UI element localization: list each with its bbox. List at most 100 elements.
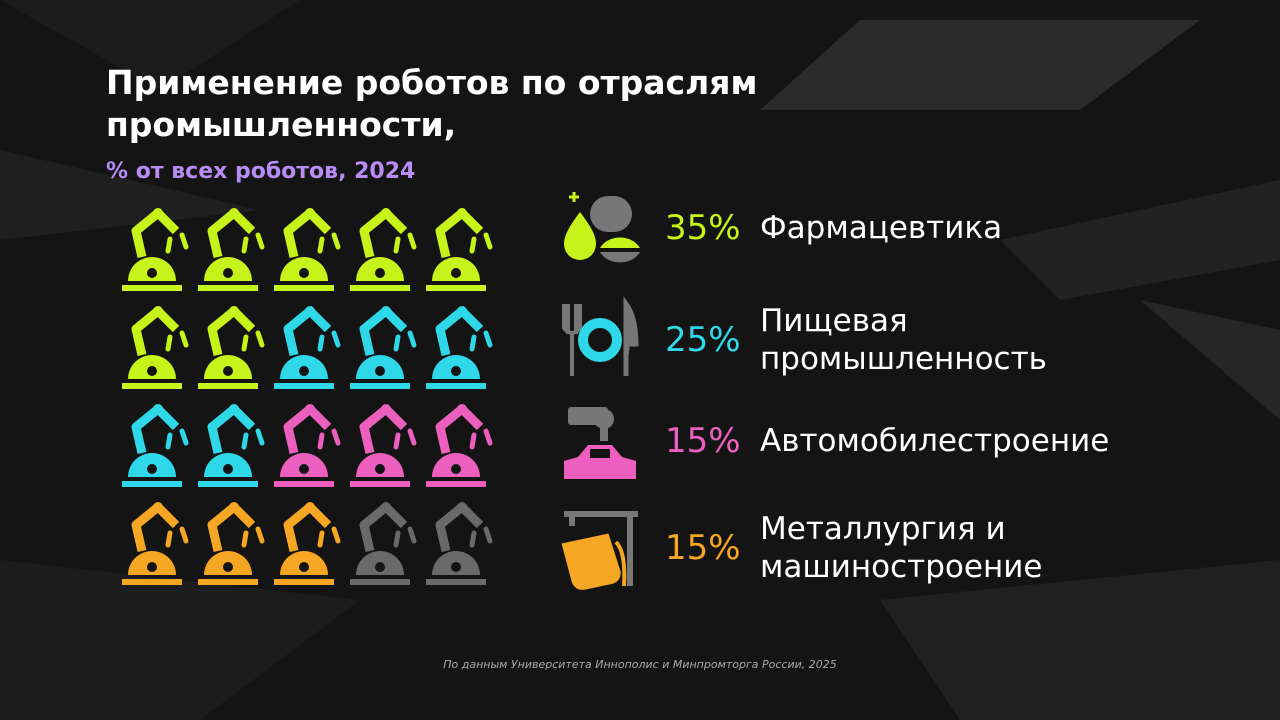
robot-dot [451, 464, 461, 474]
plus [569, 192, 579, 202]
robot-joint [153, 306, 163, 316]
robot-arm [131, 404, 180, 455]
robot-gripper [241, 526, 265, 548]
robot-dot [375, 562, 385, 572]
robot-gripper [165, 428, 189, 450]
robot-icon [122, 404, 189, 487]
robot-arm [207, 404, 256, 455]
robot-dot [147, 366, 157, 376]
robot-arm [359, 306, 408, 357]
robot-gripper [317, 232, 341, 254]
robot-dot [223, 366, 233, 376]
robot-base [122, 481, 182, 487]
robot-joint [153, 208, 163, 218]
pour [614, 540, 627, 587]
robot-icon [198, 208, 265, 291]
robot-arm [435, 208, 484, 259]
robot-base [122, 285, 182, 291]
robot-joint [305, 502, 315, 512]
gun-head [594, 409, 614, 429]
robot-arm [131, 306, 180, 357]
robot-gripper [469, 330, 493, 352]
robot-arm [283, 208, 332, 259]
robot-gripper [393, 428, 417, 450]
robot-gripper [393, 232, 417, 254]
robot-gripper [393, 330, 417, 352]
robot-gripper [241, 330, 265, 352]
robot-joint [381, 502, 391, 512]
robot-base [426, 579, 486, 585]
robot-dot [147, 562, 157, 572]
robot-joint [381, 404, 391, 414]
category-icon [561, 511, 638, 590]
robot-icon [274, 208, 341, 291]
robot-base [274, 285, 334, 291]
car [564, 445, 636, 479]
crane [564, 511, 638, 586]
robot-icon [274, 306, 341, 389]
robot-gripper [317, 428, 341, 450]
robot-joint [457, 404, 467, 414]
robot-icon [426, 502, 493, 585]
robot-base [350, 481, 410, 487]
robot-icon [350, 306, 417, 389]
legend-row: 35% Фармацевтика [665, 188, 1130, 268]
capsule [600, 237, 640, 248]
robot-arm [207, 208, 256, 259]
window [590, 449, 610, 458]
robot-arm [359, 208, 408, 259]
robot-base [198, 285, 258, 291]
drop [564, 212, 596, 260]
robot-icon [350, 404, 417, 487]
value-label: 15% [665, 421, 741, 461]
robot-dot [451, 562, 461, 572]
robot-icon [350, 208, 417, 291]
robot-icon [198, 502, 265, 585]
robot-joint [381, 208, 391, 218]
robot-base [198, 579, 258, 585]
robot-icon [274, 502, 341, 585]
robot-joint [229, 208, 239, 218]
robot-icon [426, 306, 493, 389]
robot-icon [122, 502, 189, 585]
robot-base [426, 383, 486, 389]
robot-joint [229, 404, 239, 414]
legend-row: 15% Металлургия и машиностроение [665, 508, 1140, 588]
robot-base [350, 579, 410, 585]
robot-arm [435, 502, 484, 553]
robot-dot [223, 562, 233, 572]
robot-arm [207, 306, 256, 357]
robot-dot [375, 366, 385, 376]
robot-arm [131, 208, 180, 259]
robot-dot [375, 268, 385, 278]
robot-arm [207, 502, 256, 553]
robot-icon [198, 306, 265, 389]
robot-base [198, 481, 258, 487]
category-label: Металлургия и машиностроение [760, 511, 1043, 585]
subtitle: % от всех роботов, 2024 [106, 159, 416, 184]
header: Применение роботов по отраслям промышлен… [106, 62, 886, 193]
robot-icon [426, 404, 493, 487]
robot-dot [375, 464, 385, 474]
robot-gripper [317, 526, 341, 548]
robot-base [122, 383, 182, 389]
robot-arm [131, 502, 180, 553]
robot-dot [299, 562, 309, 572]
robot-arm [435, 306, 484, 357]
source: По данным Университета Иннополис и Минпр… [443, 658, 837, 671]
robot-joint [305, 306, 315, 316]
robot-dot [223, 268, 233, 278]
robot-gripper [469, 232, 493, 254]
robot-arm [283, 502, 332, 553]
robot-base [198, 383, 258, 389]
robot-gripper [317, 330, 341, 352]
value-label: 25% [665, 320, 741, 360]
robot-joint [153, 404, 163, 414]
robot-gripper [469, 526, 493, 548]
robot-base [274, 383, 334, 389]
robot-joint [381, 306, 391, 316]
robot-gripper [241, 428, 265, 450]
